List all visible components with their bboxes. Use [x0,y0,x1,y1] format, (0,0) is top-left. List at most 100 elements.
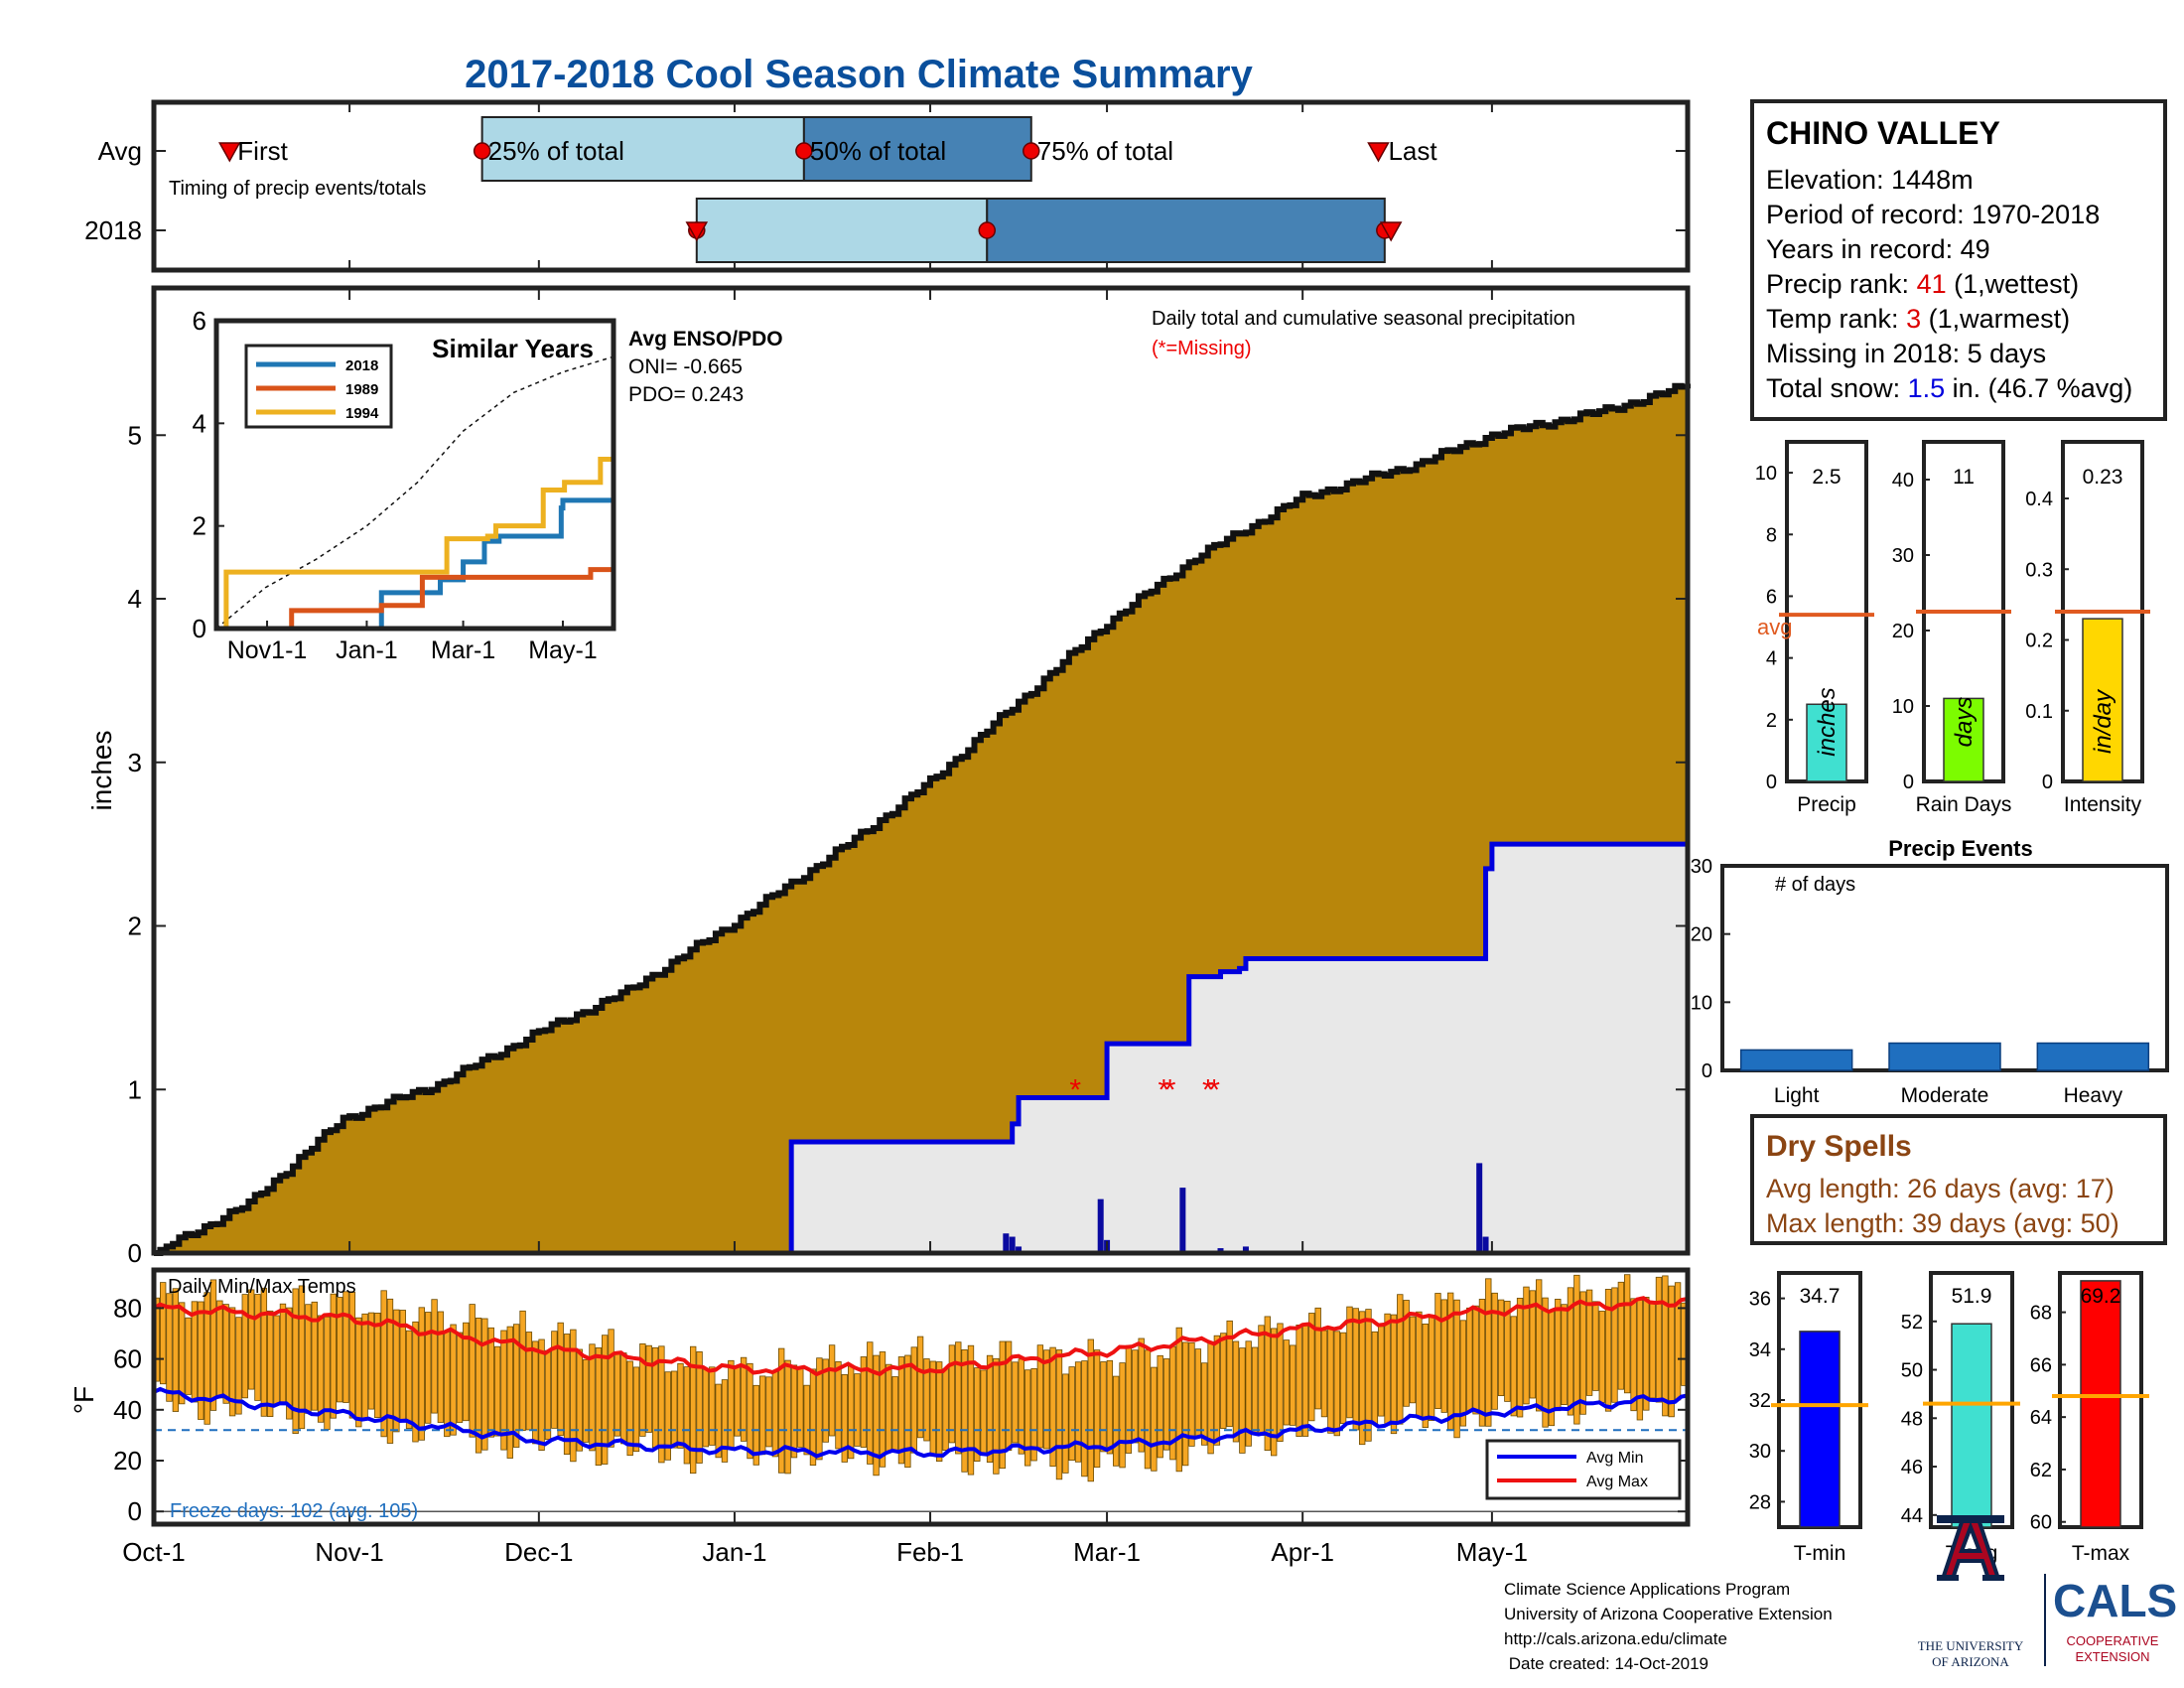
page-title: 2017-2018 Cool Season Climate Summary [465,53,1253,96]
missing-day-marker: * [1158,1073,1169,1106]
timing-first-label: First [237,136,288,166]
daily-temp-bar [1220,1333,1227,1429]
daily-temp-bar [463,1322,470,1422]
precip-summary-label-2: Intensity [2064,793,2142,816]
daily-temp-bar [608,1329,614,1448]
daily-precip-bar [1097,1198,1104,1253]
daily-temp-bar [1397,1294,1404,1425]
enso-pdo: PDO= 0.243 [628,383,744,406]
daily-temp-bar [715,1383,722,1459]
daily-temp-bar [450,1324,457,1436]
daily-temp-bar [1542,1297,1549,1428]
cals-logo: CALS [2053,1575,2178,1626]
daily-temp-bar [1258,1325,1265,1437]
daily-temp-bar [1081,1360,1088,1477]
daily-temp-bar [330,1293,337,1419]
daily-temp-bar [247,1289,255,1390]
daily-temp-bar [241,1294,248,1399]
precip-summary-value-1: 11 [1953,466,1975,489]
precip-summary-label-1: Rain Days [1916,793,2012,816]
snow-prefix: Total snow: [1766,373,1908,403]
daily-temp-bar [1055,1349,1063,1480]
temp-ytick-label: 0 [128,1496,142,1526]
daily-temp-bar [867,1341,874,1465]
daily-temp-bar [1428,1315,1435,1422]
inset-series-line-1994 [216,457,614,632]
daily-temp-bar [506,1326,513,1459]
credit-university: University of Arizona Cooperative Extens… [1504,1605,1833,1623]
ua-logo-line2: OF ARIZONA [1932,1654,2009,1669]
daily-temp-bar [728,1359,735,1450]
daily-temp-bar [1416,1311,1423,1418]
temp-rank-prefix: Temp rank: [1766,304,1907,334]
daily-temp-bar [1194,1348,1202,1438]
daily-temp-bar [828,1344,836,1437]
daily-temp-bar [481,1318,488,1451]
timing-caption: Timing of precip events/totals [169,178,426,200]
daily-temp-bar [1403,1300,1410,1407]
daily-temp-bar [1062,1373,1069,1474]
daily-temp-bar [1579,1291,1586,1415]
missing-day-marker: * [1164,1073,1176,1106]
xtick-label: Jan-1 [702,1537,766,1567]
credit-date: Date created: 14-Oct-2019 [1504,1654,1709,1673]
timing-2018-p50-marker [978,221,997,239]
temp-summary-ytick-label: 52 [1901,1312,1923,1334]
daily-temp-bar [923,1358,930,1442]
daily-temp-bar [1290,1344,1297,1426]
daily-temp-bar [752,1384,759,1466]
main-ytick-label: 2 [128,912,142,941]
timing-25-label: 25% of total [488,136,624,166]
precip-summary-ytick-label: 10 [1892,696,1914,718]
daily-temp-bar [1239,1347,1246,1454]
daily-temp-bar [993,1357,1000,1475]
daily-temp-bar [614,1351,621,1437]
inset-legend-label-1994: 1994 [345,405,379,422]
daily-temp-bar [620,1352,627,1445]
xtick-label: Feb-1 [896,1537,964,1567]
temp-summary-value-2: 69.2 [2081,1285,2121,1308]
temp-legend-box [1485,1439,1682,1500]
daily-temp-bar [204,1292,210,1425]
daily-temp-bar [1472,1305,1479,1415]
precip-rank-prefix: Precip rank: [1766,269,1917,299]
events-bar-light [1739,1049,1853,1071]
daily-precip-bar [1476,1163,1483,1253]
daily-temp-bar [1359,1311,1366,1446]
daily-precip-bar [1179,1188,1186,1253]
daily-temp-bar [525,1332,533,1431]
daily-temp-bar [487,1327,494,1438]
daily-temp-bar [822,1358,829,1443]
daily-temp-bar [1561,1304,1568,1405]
events-bar-heavy [2036,1042,2150,1071]
daily-temp-bar [228,1307,236,1417]
missing-day-marker: * [1208,1073,1220,1106]
temp-summary-ytick-label: 60 [2030,1512,2052,1534]
daily-temp-bar [1207,1341,1214,1455]
daily-temp-bar [1271,1328,1278,1457]
daily-temp-bar [348,1291,356,1419]
daily-temp-bar [879,1351,887,1468]
daily-temp-bar [1523,1286,1530,1405]
daily-temp-bar [1491,1292,1498,1410]
precip-summary-value-0: 2.5 [1812,466,1841,489]
inset-legend-label-1989: 1989 [345,381,378,398]
daily-temp-bar [602,1335,609,1465]
temp-summary-ytick-label: 64 [2030,1407,2052,1429]
daily-temp-bar [298,1285,306,1430]
dry-spells-box: Dry Spells Avg length: 26 days (avg: 17)… [1750,1114,2167,1245]
daily-temp-bar [317,1315,325,1423]
precip-summary-ytick-label: 0 [1903,772,1914,793]
daily-temp-bar [1333,1331,1340,1437]
daily-temp-bar [759,1375,766,1456]
daily-temp-bar [1327,1328,1334,1434]
daily-temp-bar [948,1344,956,1444]
temp-summary-ytick-label: 32 [1749,1390,1771,1412]
main-ytick-label: 4 [128,584,142,614]
precip-summary-ytick-label: 2 [1766,710,1777,732]
daily-temp-bar [974,1367,981,1462]
temp-ytick-label: 80 [113,1293,142,1323]
daily-temp-bar [469,1304,476,1438]
station-name: CHINO VALLEY [1766,115,2000,151]
temp-ytick-label: 40 [113,1395,142,1425]
